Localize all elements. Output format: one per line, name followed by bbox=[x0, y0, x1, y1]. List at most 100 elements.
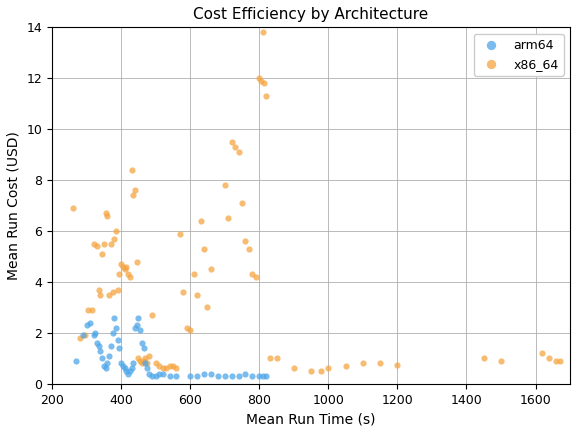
x86_64 bbox=[84, 307, 93, 313]
x86_64 bbox=[376, 360, 385, 367]
arm64 bbox=[85, 319, 95, 326]
x86_64 bbox=[196, 217, 205, 224]
x86_64 bbox=[141, 355, 150, 362]
x86_64 bbox=[129, 192, 138, 199]
arm64 bbox=[141, 360, 150, 367]
arm64 bbox=[144, 370, 153, 377]
x86_64 bbox=[134, 355, 143, 362]
arm64 bbox=[122, 368, 131, 375]
x86_64 bbox=[241, 238, 250, 245]
x86_64 bbox=[110, 235, 119, 242]
x86_64 bbox=[256, 77, 265, 84]
arm64 bbox=[132, 322, 141, 329]
x86_64 bbox=[552, 357, 561, 364]
x86_64 bbox=[158, 365, 167, 372]
arm64 bbox=[106, 342, 115, 349]
x86_64 bbox=[117, 261, 126, 268]
x86_64 bbox=[139, 357, 148, 364]
arm64 bbox=[234, 373, 243, 380]
arm64 bbox=[258, 373, 267, 380]
arm64 bbox=[139, 345, 148, 352]
arm64 bbox=[94, 342, 103, 349]
x86_64 bbox=[538, 350, 547, 357]
arm64 bbox=[155, 370, 164, 377]
x86_64 bbox=[162, 365, 171, 372]
x86_64 bbox=[123, 271, 133, 278]
x86_64 bbox=[127, 166, 136, 173]
arm64 bbox=[127, 365, 136, 372]
arm64 bbox=[110, 314, 119, 321]
x86_64 bbox=[75, 334, 84, 341]
arm64 bbox=[241, 370, 250, 377]
x86_64 bbox=[137, 360, 147, 367]
x86_64 bbox=[115, 271, 124, 278]
x86_64 bbox=[113, 286, 122, 293]
x86_64 bbox=[317, 368, 326, 375]
arm64 bbox=[82, 322, 91, 329]
arm64 bbox=[254, 373, 264, 380]
arm64 bbox=[129, 360, 138, 367]
x86_64 bbox=[168, 362, 178, 369]
x86_64 bbox=[244, 246, 253, 252]
arm64 bbox=[120, 365, 129, 372]
arm64 bbox=[143, 365, 152, 372]
arm64 bbox=[213, 373, 223, 380]
x86_64 bbox=[272, 355, 281, 362]
Title: Cost Efficiency by Architecture: Cost Efficiency by Architecture bbox=[193, 7, 429, 22]
arm64 bbox=[130, 324, 140, 331]
arm64 bbox=[261, 373, 271, 380]
arm64 bbox=[186, 373, 195, 380]
arm64 bbox=[148, 373, 157, 380]
x86_64 bbox=[118, 263, 128, 270]
X-axis label: Mean Run Time (s): Mean Run Time (s) bbox=[246, 412, 376, 426]
arm64 bbox=[158, 370, 167, 377]
x86_64 bbox=[555, 357, 564, 364]
x86_64 bbox=[132, 258, 141, 265]
x86_64 bbox=[94, 286, 103, 293]
arm64 bbox=[98, 355, 107, 362]
x86_64 bbox=[203, 304, 212, 311]
arm64 bbox=[117, 360, 126, 367]
x86_64 bbox=[193, 291, 202, 298]
x86_64 bbox=[80, 332, 89, 339]
arm64 bbox=[72, 357, 81, 364]
x86_64 bbox=[179, 289, 188, 296]
x86_64 bbox=[393, 361, 402, 368]
x86_64 bbox=[99, 240, 108, 247]
x86_64 bbox=[220, 182, 230, 189]
arm64 bbox=[136, 327, 145, 334]
arm64 bbox=[92, 339, 102, 346]
arm64 bbox=[91, 330, 100, 336]
x86_64 bbox=[189, 271, 198, 278]
x86_64 bbox=[234, 149, 243, 155]
x86_64 bbox=[136, 357, 145, 364]
x86_64 bbox=[186, 327, 195, 334]
x86_64 bbox=[182, 324, 192, 331]
x86_64 bbox=[125, 273, 134, 280]
x86_64 bbox=[496, 357, 505, 364]
x86_64 bbox=[258, 29, 267, 36]
arm64 bbox=[78, 332, 88, 339]
x86_64 bbox=[207, 266, 216, 273]
arm64 bbox=[227, 373, 236, 380]
arm64 bbox=[101, 365, 110, 372]
arm64 bbox=[134, 314, 143, 321]
x86_64 bbox=[341, 362, 350, 369]
arm64 bbox=[123, 370, 133, 377]
x86_64 bbox=[324, 365, 333, 372]
arm64 bbox=[193, 373, 202, 380]
x86_64 bbox=[122, 263, 131, 270]
arm64 bbox=[111, 324, 121, 331]
x86_64 bbox=[68, 205, 77, 212]
arm64 bbox=[118, 362, 128, 369]
x86_64 bbox=[479, 355, 488, 362]
x86_64 bbox=[148, 312, 157, 319]
Y-axis label: Mean Run Cost (USD): Mean Run Cost (USD) bbox=[7, 131, 21, 280]
arm64 bbox=[99, 362, 108, 369]
x86_64 bbox=[227, 139, 236, 145]
x86_64 bbox=[261, 93, 271, 100]
x86_64 bbox=[151, 360, 160, 367]
x86_64 bbox=[230, 143, 239, 150]
arm64 bbox=[172, 373, 181, 380]
arm64 bbox=[104, 352, 114, 359]
